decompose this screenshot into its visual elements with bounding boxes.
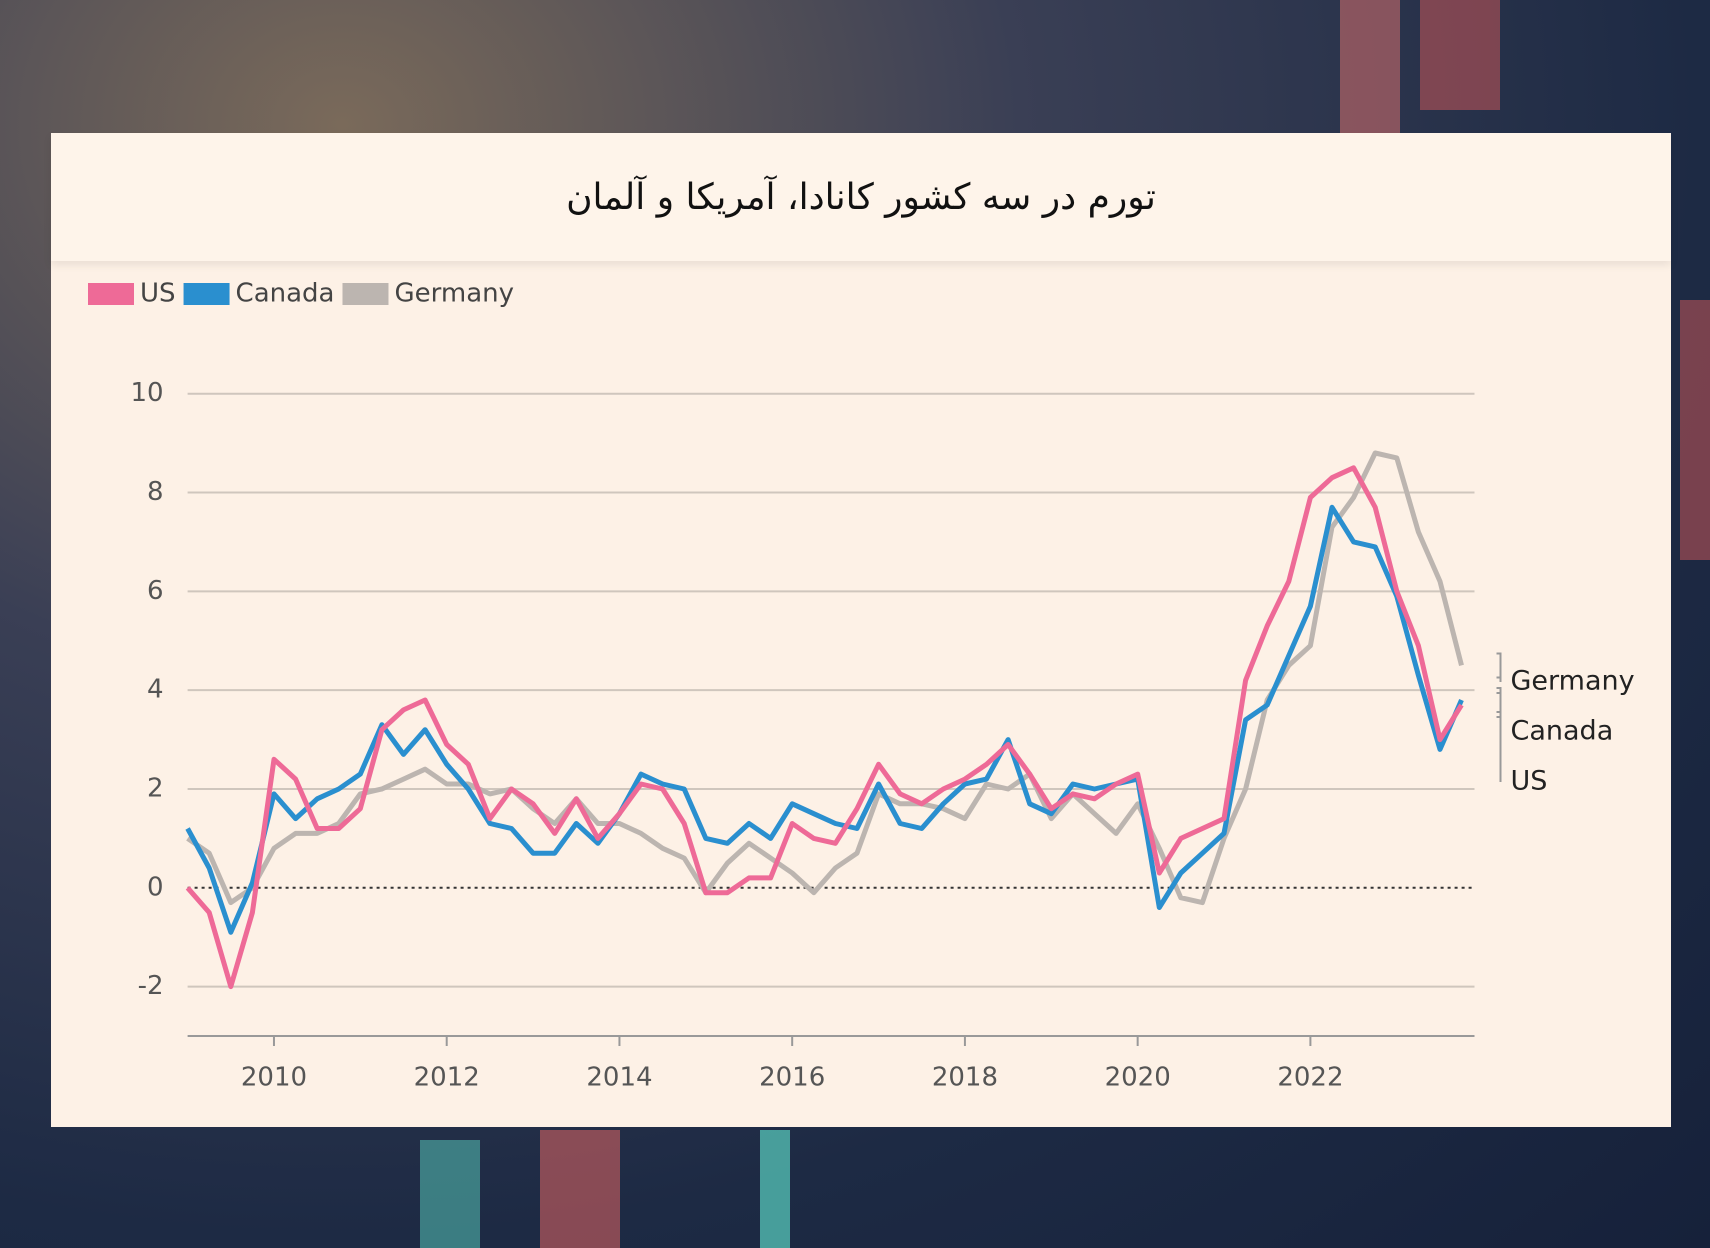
end-label: Canada bbox=[1511, 716, 1614, 747]
chart-panel: تورم در سه کشور کانادا، آمریکا و آلمان -… bbox=[51, 133, 1671, 1127]
y-tick-label: 6 bbox=[147, 576, 164, 606]
y-tick-label: 0 bbox=[147, 872, 164, 902]
legend-swatch bbox=[183, 283, 230, 305]
x-tick-label: 2020 bbox=[1105, 1063, 1171, 1093]
end-label: US bbox=[1511, 766, 1548, 797]
x-tick-label: 2022 bbox=[1277, 1063, 1343, 1093]
legend-swatch bbox=[88, 283, 134, 305]
x-tick-label: 2010 bbox=[241, 1063, 307, 1093]
x-tick-label: 2018 bbox=[932, 1063, 998, 1093]
header bbox=[51, 133, 1671, 261]
series-line bbox=[186, 450, 1464, 906]
y-tick-label: 2 bbox=[147, 773, 164, 803]
end-bracket bbox=[1496, 652, 1502, 682]
chart: -2 0 2 4 6 8 10 2010 2012 2014 2016 2018 2020 2022 US C… bbox=[88, 279, 1635, 1093]
chart-title: تورم در سه کشور کانادا، آمریکا و آلمان bbox=[566, 177, 1156, 218]
y-tick-label: 10 bbox=[131, 378, 164, 408]
y-tick-label: 4 bbox=[147, 675, 164, 705]
end-label: Germany bbox=[1511, 666, 1635, 697]
legend-label: Germany bbox=[394, 279, 514, 309]
y-tick-label: -2 bbox=[138, 971, 164, 1001]
x-tick-label: 2014 bbox=[586, 1063, 652, 1093]
legend-swatch bbox=[342, 283, 389, 305]
y-tick-label: 8 bbox=[147, 477, 164, 507]
legend-label: US bbox=[140, 279, 176, 309]
legend-label: Canada bbox=[236, 279, 335, 309]
x-tick-label: 2012 bbox=[414, 1063, 480, 1093]
series-line bbox=[185, 504, 1464, 935]
end-bracket bbox=[1496, 691, 1502, 782]
series-line bbox=[185, 465, 1464, 990]
x-tick-label: 2016 bbox=[759, 1063, 825, 1093]
